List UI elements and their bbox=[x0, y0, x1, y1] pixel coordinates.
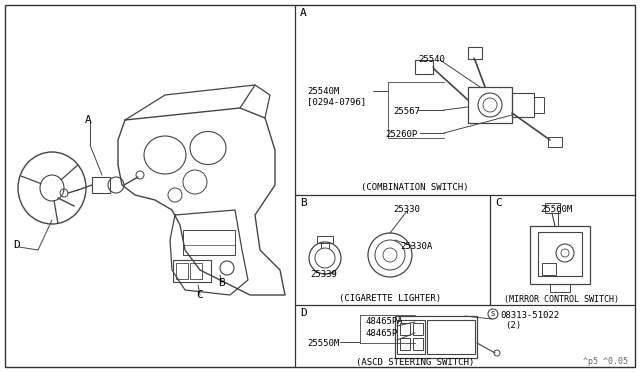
Bar bbox=[512, 93, 534, 117]
Bar bbox=[400, 323, 410, 335]
Text: 25540M: 25540M bbox=[307, 87, 339, 96]
Bar bbox=[415, 60, 433, 74]
Bar bbox=[530, 226, 590, 284]
Bar bbox=[173, 260, 211, 282]
Bar bbox=[542, 263, 556, 275]
Bar bbox=[183, 230, 235, 255]
Text: (MIRROR CONTROL SWITCH): (MIRROR CONTROL SWITCH) bbox=[504, 295, 620, 304]
Bar bbox=[413, 323, 423, 335]
Text: C: C bbox=[495, 198, 502, 208]
Text: 25330: 25330 bbox=[393, 205, 420, 214]
Bar bbox=[534, 97, 544, 113]
Text: 25550M: 25550M bbox=[307, 339, 339, 348]
Bar bbox=[550, 284, 570, 292]
Text: 48465P: 48465P bbox=[365, 329, 397, 338]
Text: 25260P: 25260P bbox=[385, 130, 417, 139]
Bar bbox=[395, 316, 477, 358]
Text: 48465PA: 48465PA bbox=[365, 317, 403, 326]
Bar bbox=[468, 47, 482, 59]
Bar bbox=[548, 137, 562, 147]
Text: 08313-51022: 08313-51022 bbox=[500, 311, 559, 320]
Text: A: A bbox=[300, 8, 307, 18]
Text: 25339: 25339 bbox=[310, 270, 337, 279]
Bar bbox=[427, 320, 475, 354]
Bar bbox=[545, 203, 560, 213]
Text: C: C bbox=[196, 290, 203, 300]
Text: (CIGARETTE LIGHTER): (CIGARETTE LIGHTER) bbox=[339, 294, 441, 303]
Text: 25560M: 25560M bbox=[540, 205, 572, 214]
Bar bbox=[92, 177, 110, 193]
Text: B: B bbox=[300, 198, 307, 208]
Text: S: S bbox=[491, 311, 495, 317]
Text: A: A bbox=[85, 115, 92, 125]
Bar bbox=[317, 236, 333, 243]
Bar bbox=[400, 338, 410, 350]
Bar bbox=[538, 232, 582, 276]
Text: 25330A: 25330A bbox=[400, 242, 432, 251]
Bar bbox=[176, 263, 188, 279]
Text: D: D bbox=[300, 308, 307, 318]
Text: 25540: 25540 bbox=[418, 55, 445, 64]
Text: B: B bbox=[218, 278, 225, 288]
Text: (ASCD STEERING SWITCH): (ASCD STEERING SWITCH) bbox=[356, 358, 474, 367]
Text: 25567: 25567 bbox=[393, 107, 420, 116]
Bar bbox=[468, 87, 512, 123]
Bar bbox=[413, 338, 423, 350]
Text: [0294-0796]: [0294-0796] bbox=[307, 97, 366, 106]
Text: (2): (2) bbox=[505, 321, 521, 330]
Bar bbox=[190, 263, 202, 279]
Bar bbox=[397, 320, 425, 354]
Text: D: D bbox=[13, 240, 20, 250]
Text: ^p5 ^0.05: ^p5 ^0.05 bbox=[583, 357, 628, 366]
Text: (COMBINATION SWITCH): (COMBINATION SWITCH) bbox=[361, 183, 468, 192]
